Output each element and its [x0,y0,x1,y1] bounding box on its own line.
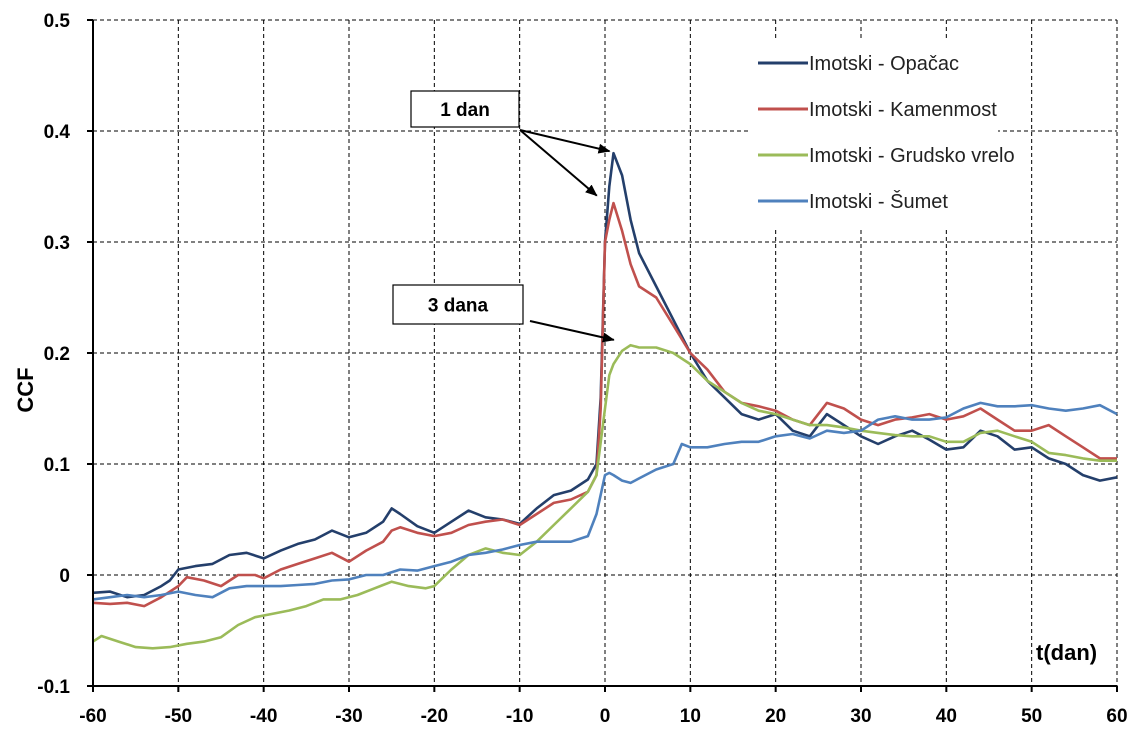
annotations: 1 dan 3 dana [392,90,615,343]
x-tick-label: 40 [936,706,957,727]
series-lines [92,151,1118,650]
x-tick-label: -50 [165,706,192,727]
y-tick-label: 0.3 [44,233,70,254]
grid-lines [93,19,1118,686]
legend-background [748,38,998,228]
x-tick-label: 10 [680,706,701,727]
x-tick-label: 60 [1106,706,1127,727]
y-tick-label: -0.1 [37,677,70,698]
x-tick-label: 20 [765,706,786,727]
x-tick-label: -10 [506,706,533,727]
series-line [92,401,1118,601]
annotation-box [392,284,524,325]
y-tick-label: 0.5 [44,11,71,32]
x-tick-label: 30 [850,706,871,727]
y-tick-label: 0 [59,566,70,587]
series-line [92,201,1117,608]
y-axis-label: CCF [13,367,38,412]
legend: Imotski - Opačac Imotski - Kamenmost Imots… [748,38,1015,228]
x-tick-label: -20 [421,706,448,727]
annotation-arrow [519,129,598,197]
x-tick-label: -60 [79,706,106,727]
x-tick-label: 50 [1021,706,1042,727]
y-tick-label: 0.4 [44,122,71,143]
annotation-label: 3 dana [428,296,489,317]
tick-labels: -0.1 0 0.1 0.2 0.3 0.4 0.5 -60 -50 -40 -30 -20 -10 0 1… [37,11,1127,727]
legend-label: Imotski - Grudsko vrelo [809,145,1015,167]
annotation-box [410,90,520,128]
legend-label: Imotski - Kamenmost [809,99,997,121]
annotation-arrow [529,320,615,343]
axes [87,19,1118,692]
annotation-arrow [519,129,611,154]
legend-label: Imotski - Opačac [809,53,959,75]
legend-label: Imotski - Šumet [809,190,948,213]
annotation-label: 1 dan [440,100,490,121]
y-tick-label: 0.1 [44,455,71,476]
y-tick-label: 0.2 [44,344,70,365]
x-tick-label: -40 [250,706,277,727]
x-tick-label: -30 [335,706,362,727]
x-tick-label: 0 [600,706,611,727]
series-line [92,343,1117,650]
x-axis-label: t(dan) [1036,640,1097,665]
